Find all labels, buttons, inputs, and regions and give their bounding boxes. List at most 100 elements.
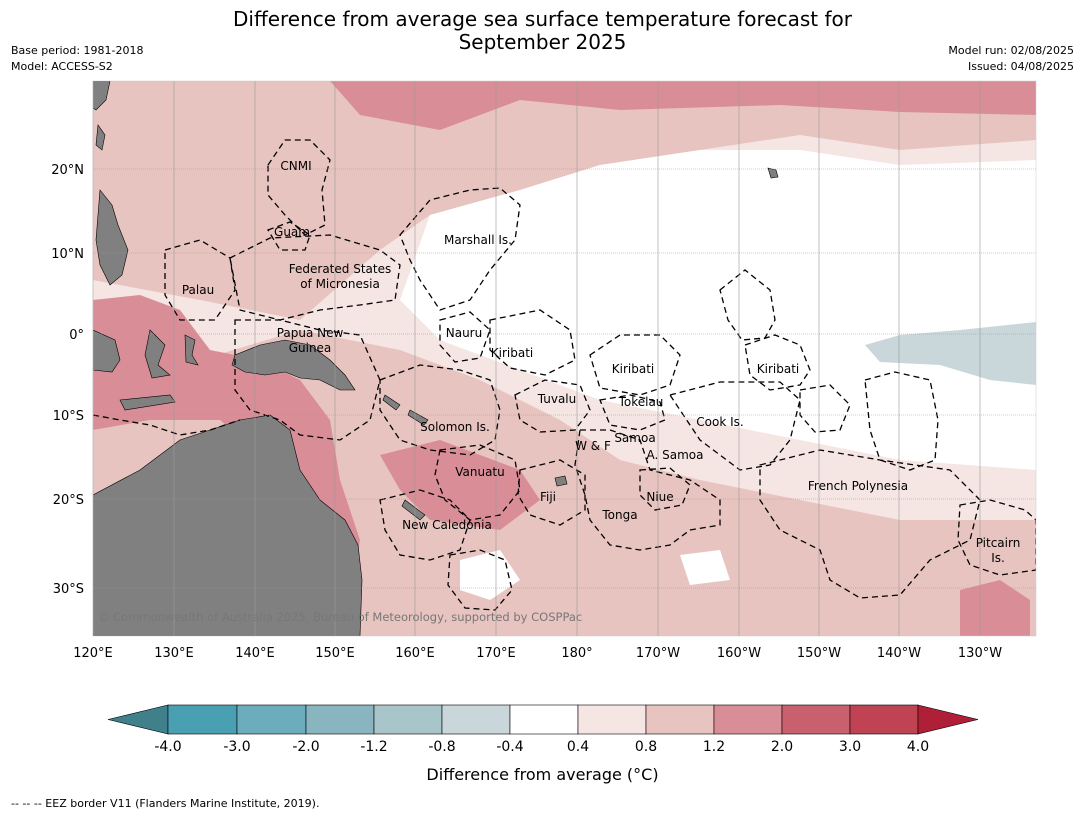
- issued-date: Issued: 04/08/2025: [967, 60, 1074, 73]
- region-label: Guam: [274, 225, 310, 239]
- hawaii-landmass: [767, 167, 779, 179]
- borneo-landmass: [93, 329, 121, 373]
- region-label: Guinea: [289, 341, 332, 355]
- footnote: -- -- -- EEZ border V11 (Flanders Marine…: [11, 797, 320, 810]
- lon-label: 150°W: [797, 646, 841, 661]
- meta-right: Model run: 02/08/2025 Issued: 04/08/2025: [948, 43, 1074, 75]
- meta-left: Base period: 1981-2018 Model: ACCESS-S2: [11, 43, 143, 75]
- colorbar-tick: 0.8: [635, 739, 657, 755]
- region-label: W & F: [575, 439, 611, 453]
- model-name: Model: ACCESS-S2: [11, 60, 113, 73]
- timor-landmass: [119, 394, 176, 411]
- lat-label: 20°S: [53, 493, 84, 508]
- colorbar-segment: [713, 704, 783, 735]
- anomaly-cool-patch: [865, 322, 1036, 385]
- anomaly-se-warm: [960, 580, 1030, 636]
- philippines-landmass: [95, 189, 129, 286]
- lon-label: 120°E: [73, 646, 113, 661]
- lat-label: 30°S: [53, 582, 84, 597]
- colorbar-tick: -2.0: [292, 739, 319, 755]
- lat-label: 10°N: [51, 247, 84, 262]
- map-frame: [92, 80, 1037, 637]
- lon-label: 170°E: [476, 646, 516, 661]
- region-label: Kiribati: [491, 346, 533, 360]
- colorbar-tick: 2.0: [771, 739, 793, 755]
- map-title: Difference from average sea surface temp…: [0, 8, 1085, 54]
- region-label: A. Samoa: [647, 448, 704, 462]
- colorbar-segment: [373, 704, 443, 735]
- colorbar-segment: [236, 704, 307, 735]
- colorbar-tick: 4.0: [907, 739, 929, 755]
- sulawesi-landmass: [144, 329, 171, 379]
- title-line-1: Difference from average sea surface temp…: [232, 7, 852, 31]
- lon-label: 130°W: [958, 646, 1002, 661]
- lon-label: 160°E: [395, 646, 435, 661]
- colorbar-segment: [167, 704, 238, 735]
- halmahera-landmass: [184, 334, 199, 366]
- colorbar-tick: 1.2: [703, 739, 725, 755]
- colorbar-tick: -0.8: [428, 739, 455, 755]
- region-label: Marshall Is.: [444, 233, 512, 247]
- colorbar-segment: [645, 704, 715, 735]
- lon-label: 140°E: [235, 646, 275, 661]
- latitude-labels: 20°N 10°N 0° 10°S 20°S 30°S: [51, 163, 84, 597]
- lat-label: 10°S: [53, 409, 84, 424]
- colorbar: -4.0 -3.0 -2.0 -1.2 -0.8 -0.4 0.4 0.8 1.2 2.0 3.0 4…: [107, 704, 979, 755]
- region-label: French Polynesia: [808, 479, 908, 493]
- colorbar-segment: [441, 704, 511, 735]
- colorbar-label: Difference from average (°C): [426, 765, 659, 784]
- solomon-landmass: [382, 394, 429, 426]
- title-line-2: September 2025: [458, 30, 627, 54]
- australia-landmass: [93, 414, 363, 636]
- region-label: Kiribati: [612, 362, 654, 376]
- colorbar-extend-high: [917, 704, 979, 735]
- base-period: Base period: 1981-2018: [11, 44, 144, 57]
- lon-label: 160°W: [717, 646, 761, 661]
- anomaly-north-band: [93, 81, 1036, 320]
- region-label: CNMI: [280, 159, 311, 173]
- region-label: Niue: [646, 490, 673, 504]
- region-label: Pitcairn: [976, 536, 1021, 550]
- taiwan-landmass: [95, 124, 106, 151]
- region-label: Nauru: [446, 326, 482, 340]
- map-fill: [93, 81, 1036, 636]
- lat-label: 0°: [69, 328, 84, 343]
- region-label: New Caledonia: [402, 518, 492, 532]
- region-label: Is.: [991, 551, 1005, 565]
- copyright-text: © Commonwealth of Australia 2025, Bureau…: [98, 610, 582, 624]
- lon-label: 170°W: [636, 646, 680, 661]
- anomaly-north-warm: [330, 81, 1036, 130]
- colorbar-tick: -4.0: [154, 739, 181, 755]
- region-label: Solomon Is.: [420, 420, 490, 434]
- longitude-labels: 120°E 130°E 140°E 150°E 160°E 170°E 180° 170°W 1…: [73, 646, 1002, 661]
- colorbar-segment: [305, 704, 375, 735]
- colorbar-tick: -0.4: [496, 739, 523, 755]
- region-label: Vanuatu: [455, 465, 505, 479]
- region-label: Tuvalu: [537, 392, 577, 406]
- lon-label: 150°E: [315, 646, 355, 661]
- colorbar-segment: [849, 704, 919, 735]
- colorbar-segment: [781, 704, 851, 735]
- region-label: Kiribati: [757, 362, 799, 376]
- anomaly-south-white-1: [460, 550, 520, 600]
- model-run: Model run: 02/08/2025: [948, 44, 1074, 57]
- luzon-landmass: [93, 81, 111, 111]
- new-caledonia-landmass: [401, 499, 426, 521]
- region-label: Palau: [182, 283, 214, 297]
- lon-label: 130°E: [154, 646, 194, 661]
- new-guinea-landmass: [231, 339, 356, 391]
- region-label: Fiji: [540, 490, 556, 504]
- region-label: Cook Is.: [696, 415, 743, 429]
- anomaly-south-white-2: [680, 550, 730, 585]
- fiji-landmass: [554, 475, 568, 487]
- colorbar-segment: [577, 704, 647, 735]
- anomaly-white-tongue: [400, 150, 1036, 470]
- colorbar-tick: 0.4: [567, 739, 589, 755]
- colorbar-tick: -3.0: [223, 739, 250, 755]
- colorbar-tick: -1.2: [360, 739, 387, 755]
- region-label: Federated States: [289, 262, 391, 276]
- region-label: of Micronesia: [300, 277, 380, 291]
- region-label: Tonga: [601, 508, 637, 522]
